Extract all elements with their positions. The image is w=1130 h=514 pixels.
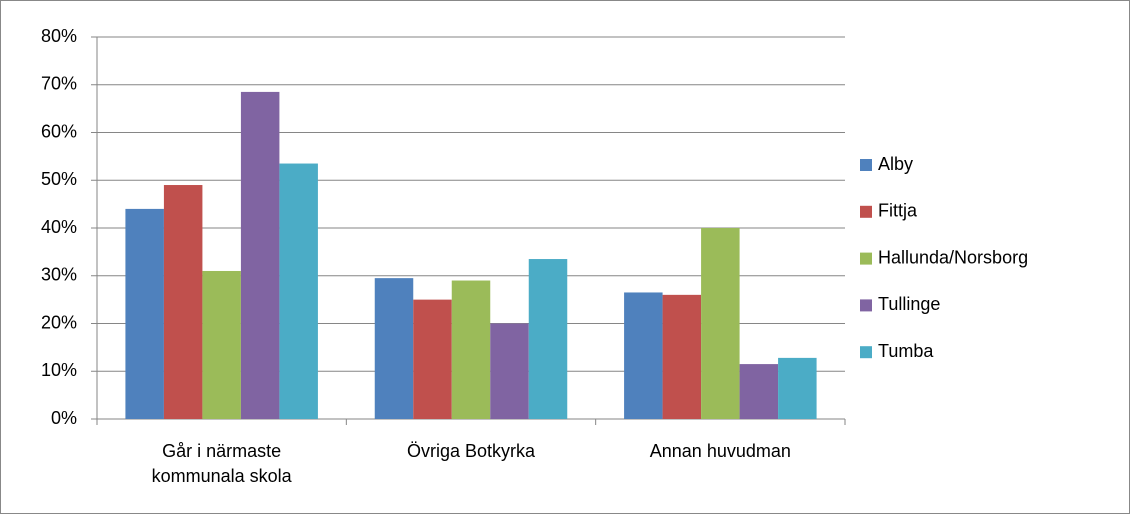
bar	[163, 185, 203, 419]
bar	[202, 270, 241, 419]
x-tick-label: Går i närmaste kommunala skola	[151, 441, 292, 486]
legend-swatch	[860, 346, 872, 359]
legend-label: Hallunda/Norsborg	[878, 247, 1028, 267]
bar	[413, 299, 452, 419]
y-tick-label: 50%	[41, 169, 77, 189]
bar	[778, 357, 817, 419]
bar	[374, 278, 414, 419]
y-tick-label: 70%	[41, 74, 77, 94]
legend-label: Fittja	[878, 201, 918, 221]
y-tick-label: 30%	[41, 265, 77, 285]
bar	[240, 91, 280, 419]
legend-label: Alby	[878, 154, 913, 174]
y-tick-label: 10%	[41, 360, 77, 380]
bar	[451, 280, 491, 419]
bar	[125, 208, 164, 419]
legend-swatch	[860, 159, 872, 171]
legend-label: Tullinge	[878, 294, 940, 314]
x-tick-label: Övriga Botkyrka	[406, 441, 536, 461]
bar	[662, 294, 702, 419]
legend-swatch	[860, 299, 872, 312]
legend-swatch	[860, 252, 872, 265]
y-tick-label: 60%	[41, 121, 77, 141]
y-tick-label: 0%	[51, 408, 77, 428]
bar	[701, 228, 740, 419]
y-tick-label: 20%	[41, 312, 77, 332]
bar	[279, 163, 318, 419]
bar	[739, 364, 779, 419]
bar	[624, 292, 663, 419]
bar	[490, 323, 529, 419]
y-tick-label: 40%	[41, 217, 77, 237]
y-tick-label: 80%	[41, 26, 77, 46]
legend-label: Tumba	[878, 341, 934, 361]
legend-swatch	[860, 205, 872, 218]
bar	[528, 259, 568, 419]
x-tick-label: Annan huvudman	[649, 441, 791, 461]
